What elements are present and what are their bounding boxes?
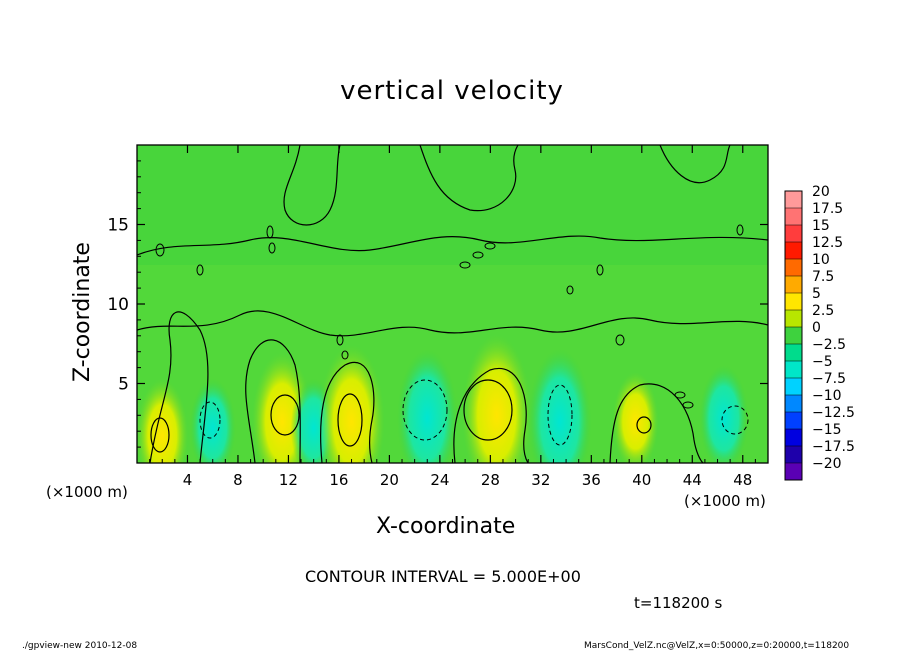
- y-tick-label: 10: [107, 295, 129, 315]
- x-tick-label: 32: [531, 471, 550, 489]
- colorbar-swatch: [785, 259, 802, 276]
- colorbar-label: 7.5: [812, 269, 834, 285]
- colorbar-swatch: [785, 242, 802, 259]
- colorbar-swatch: [785, 293, 802, 310]
- x-tick-label: 40: [632, 471, 651, 489]
- colorbar-label: −17.5: [812, 439, 855, 455]
- x-tick-label: 36: [582, 471, 601, 489]
- footer-program-date: ./gpview-new 2010-12-08: [22, 641, 138, 651]
- x-tick-label: 28: [481, 471, 500, 489]
- colorbar-label: 5: [812, 286, 821, 302]
- y-tick-label: 5: [118, 375, 129, 395]
- downdraft-cell-1: [189, 378, 236, 463]
- x-tick-label: 24: [430, 471, 449, 489]
- colorbar-swatch: [785, 446, 802, 463]
- colorbar-swatch: [785, 395, 802, 412]
- x-tick-label: 20: [380, 471, 399, 489]
- x-tick-label: 8: [233, 471, 243, 489]
- negative-contours: [199, 379, 749, 446]
- colorbar-label: 10: [812, 252, 830, 268]
- footer-data-source: MarsCond_VelZ.nc@VelZ,x=0:50000,z=0:2000…: [584, 641, 850, 651]
- colorbar-swatch: [785, 225, 802, 242]
- x-axis-unit-left: (×1000 m): [46, 483, 128, 501]
- colorbar-label: 2.5: [812, 303, 834, 319]
- x-axis-unit-right: (×1000 m): [684, 492, 766, 510]
- colorbar-label: 0: [812, 320, 821, 336]
- colorbar: 2017.51512.5107.552.50−2.5−5−7.5−10−12.5…: [784, 184, 855, 481]
- colorbar-swatch: [785, 208, 802, 225]
- x-tick-label: 48: [733, 471, 752, 489]
- small-contour-blobs: [155, 224, 744, 409]
- colorbar-label: −20: [812, 456, 842, 472]
- x-axis-label: X-coordinate: [376, 514, 516, 539]
- time-label: t=118200 s: [634, 594, 723, 612]
- colorbar-label: 17.5: [812, 201, 843, 217]
- colorbar-label: −5: [812, 354, 833, 370]
- updraft-cell-6: [462, 334, 532, 463]
- colorbar-swatch: [785, 191, 802, 208]
- downdraft-cell-7: [528, 348, 592, 463]
- y-axis: 5 10 15: [107, 160, 768, 448]
- updraft-cell-0: [137, 378, 189, 463]
- updraft-cell-8: [612, 372, 659, 463]
- colorbar-swatch: [785, 429, 802, 446]
- x-tick-label: 4: [183, 471, 193, 489]
- colorbar-label: 12.5: [812, 235, 843, 251]
- y-axis-label: Z-coordinate: [70, 242, 95, 382]
- chart-title: vertical velocity: [340, 76, 564, 106]
- colorbar-swatch: [785, 310, 802, 327]
- colorbar-label: 20: [812, 184, 830, 200]
- downdraft-cell-5: [397, 349, 458, 463]
- colorbar-swatch: [785, 361, 802, 378]
- colorbar-label: −2.5: [812, 337, 846, 353]
- contour-lines: [137, 145, 768, 463]
- contour-interval-label: CONTOUR INTERVAL = 5.000E+00: [305, 567, 581, 586]
- x-tick-label: 12: [279, 471, 298, 489]
- colorbar-label: −7.5: [812, 371, 846, 387]
- downdraft-cell-9: [699, 365, 749, 463]
- colorbar-swatch: [785, 344, 802, 361]
- colorbar-swatch: [785, 463, 802, 480]
- colorbar-swatch: [785, 412, 802, 429]
- colorbar-label: −10: [812, 388, 842, 404]
- updraft-cell-4: [318, 344, 385, 463]
- x-axis: 4 8 12 16 20 24 28 32 36 40 44 48: [149, 145, 756, 489]
- colorbar-label: 15: [812, 218, 830, 234]
- colorbar-label: −15: [812, 422, 842, 438]
- colorbar-label: −12.5: [812, 405, 855, 421]
- colorbar-swatch: [785, 327, 802, 344]
- y-tick-label: 15: [107, 216, 129, 236]
- x-tick-label: 44: [683, 471, 702, 489]
- colorbar-swatch: [785, 276, 802, 293]
- colorbar-swatch: [785, 378, 802, 395]
- x-tick-label: 16: [329, 471, 348, 489]
